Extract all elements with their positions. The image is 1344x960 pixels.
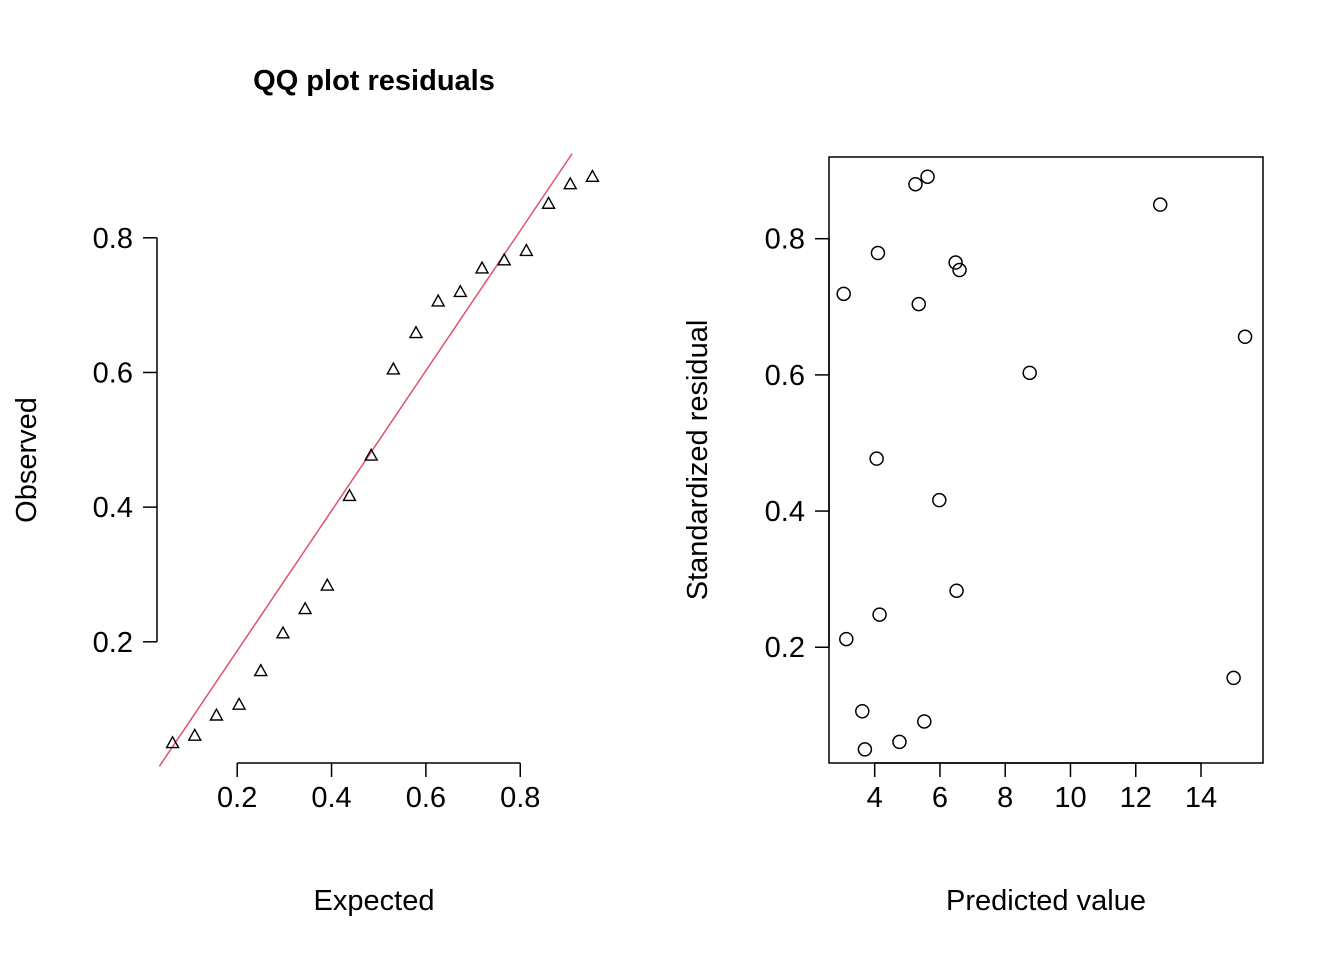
residual-point-circle (872, 607, 887, 622)
residual-point-circle (836, 286, 851, 302)
qq-point-triangle (231, 696, 247, 710)
y-tick-label: 0.8 (765, 224, 805, 256)
qq-point-triangle (187, 727, 202, 741)
qq-axes: 0.2 0.4 0.6 0.8 0.2 0.4 0.6 0.8 (93, 223, 541, 814)
y-tick-label: 0.8 (93, 223, 133, 255)
qq-plot-title: QQ plot residuals (253, 65, 495, 97)
x-tick-label: 4 (867, 782, 883, 814)
y-tick-label: 0.6 (93, 357, 133, 389)
residual-point-circle (917, 714, 932, 729)
residual-point-circle (1226, 670, 1241, 686)
y-tick-label: 0.4 (93, 492, 133, 524)
x-tick-label: 8 (997, 782, 1013, 814)
x-tick-label: 12 (1120, 782, 1152, 814)
residual-point-circle (1022, 365, 1037, 381)
residual-point-circle (911, 296, 926, 312)
residual-point-circle (1237, 329, 1253, 345)
residual-points (836, 169, 1253, 757)
y-tick-label: 0.2 (93, 627, 133, 659)
qq-point-triangle (165, 735, 180, 749)
residual-point-circle (857, 742, 873, 757)
qq-point-triangle (585, 169, 600, 183)
qq-point-triangle (363, 447, 379, 461)
qq-plot-panel: QQ plot residuals Expected Observed 0.2 0… (11, 65, 600, 917)
qq-point-triangle (342, 488, 357, 502)
qq-point-triangle (474, 260, 490, 274)
residual-point-circle (952, 262, 967, 278)
residual-point-circle (908, 176, 923, 192)
residual-plot-panel: Predicted value Standardized residual 4 6… (682, 156, 1264, 917)
x-tick-label: 6 (932, 782, 948, 814)
residual-point-circle (932, 492, 947, 508)
qq-point-triangle (209, 707, 224, 721)
y-tick-label: 0.2 (765, 632, 805, 664)
qq-point-triangle (408, 325, 424, 339)
qq-y-axis-label: Observed (11, 397, 43, 523)
qq-points (165, 169, 600, 749)
residual-point-circle (948, 255, 963, 270)
residual-point-circle (920, 169, 935, 184)
qq-point-triangle (497, 252, 512, 266)
residual-axes: 4 6 8 10 12 14 0.2 0.4 0.6 0.8 (765, 224, 1217, 814)
y-tick-label: 0.4 (765, 496, 805, 528)
qq-point-triangle (253, 663, 268, 677)
x-tick-label: 10 (1054, 782, 1086, 814)
qq-point-triangle (275, 625, 291, 639)
y-tick-label: 0.6 (765, 360, 805, 392)
qq-point-triangle (386, 361, 401, 375)
residual-point-circle (869, 451, 884, 466)
qq-point-triangle (519, 243, 534, 257)
qq-point-triangle (453, 284, 468, 298)
residual-point-circle (949, 583, 964, 598)
residual-plot-box (828, 156, 1264, 764)
qq-point-triangle (297, 601, 313, 615)
residual-y-axis-label: Standardized residual (682, 320, 714, 601)
residual-point-circle (855, 704, 870, 719)
qq-point-triangle (320, 577, 335, 591)
x-tick-label: 0.6 (406, 782, 446, 814)
residual-point-circle (892, 734, 907, 750)
qq-x-axis-label: Expected (314, 885, 435, 917)
residual-point-circle (839, 631, 854, 647)
residual-x-axis-label: Predicted value (946, 885, 1146, 917)
qq-point-triangle (541, 196, 556, 209)
x-tick-label: 0.8 (500, 782, 540, 814)
residual-point-circle (1152, 197, 1168, 212)
residual-point-circle (870, 245, 886, 261)
qq-point-triangle (563, 176, 578, 190)
x-tick-label: 0.4 (311, 782, 351, 814)
x-tick-label: 14 (1185, 782, 1217, 814)
qq-point-triangle (430, 293, 446, 307)
x-tick-label: 0.2 (217, 782, 257, 814)
